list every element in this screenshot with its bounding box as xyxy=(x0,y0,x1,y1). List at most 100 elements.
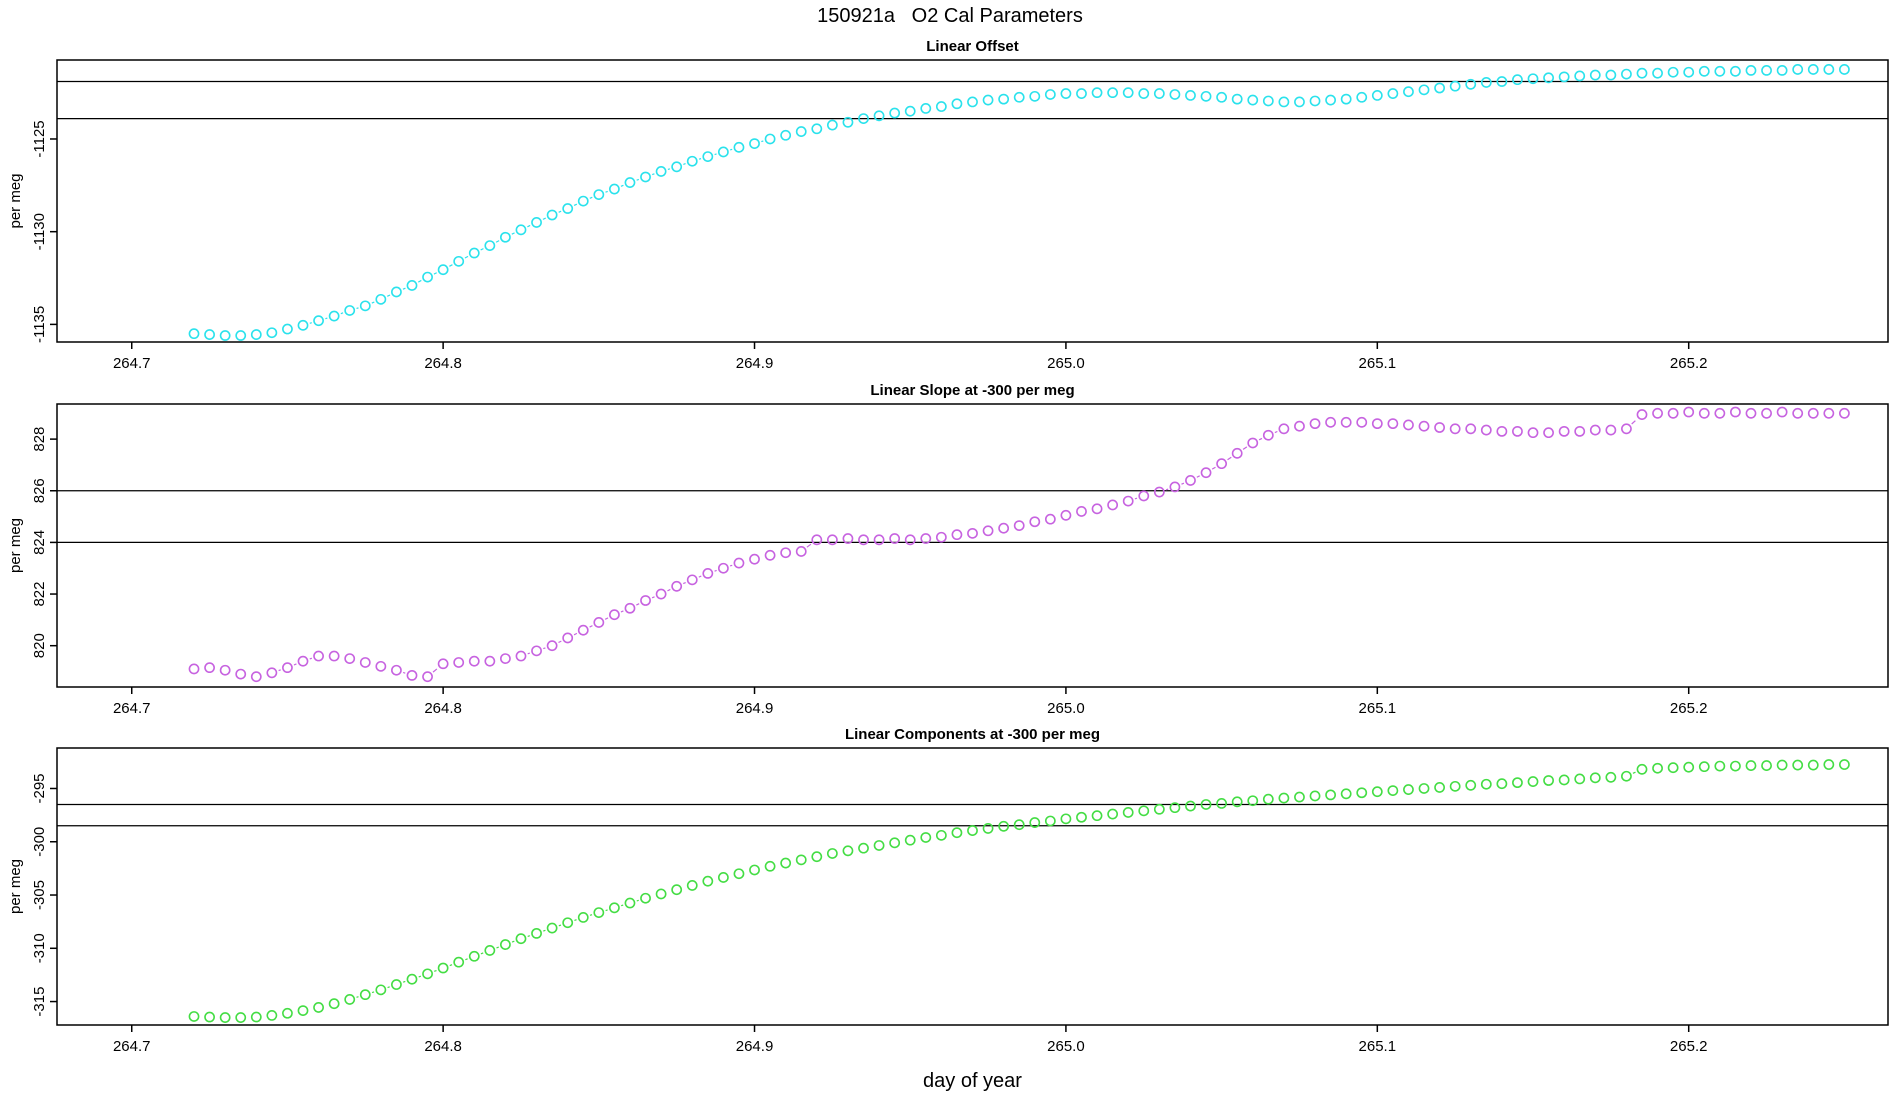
data-point xyxy=(282,1007,293,1019)
connector-dash xyxy=(496,946,499,949)
data-point xyxy=(951,529,963,541)
data-point xyxy=(1091,810,1103,822)
data-point xyxy=(1138,88,1150,99)
data-point xyxy=(282,323,293,335)
data-point xyxy=(1044,815,1056,827)
data-point xyxy=(546,922,558,934)
connector-dash xyxy=(387,986,390,989)
data-point xyxy=(1667,66,1679,78)
data-point xyxy=(1636,67,1648,79)
connector-dash xyxy=(1196,475,1200,478)
connector-dash xyxy=(418,975,422,978)
data-point xyxy=(531,645,542,657)
data-point xyxy=(842,116,854,128)
data-point xyxy=(546,640,558,652)
data-point xyxy=(1823,407,1835,419)
data-points xyxy=(188,64,1850,341)
data-point xyxy=(951,98,963,110)
connector-dash xyxy=(543,647,546,650)
data-point xyxy=(951,827,963,839)
connector-dash xyxy=(589,625,593,628)
data-point xyxy=(1449,423,1461,435)
data-point xyxy=(1403,86,1414,98)
main-title: 150921a O2 Cal Parameters xyxy=(817,5,1083,27)
data-point xyxy=(1543,775,1554,786)
connector-dash xyxy=(340,312,344,315)
data-point xyxy=(1761,760,1772,771)
data-point xyxy=(1605,69,1617,81)
data-point xyxy=(188,1011,200,1022)
data-point xyxy=(593,617,605,628)
data-point xyxy=(391,286,402,298)
connector-dash xyxy=(543,929,546,932)
connector-dash xyxy=(527,935,531,937)
data-point xyxy=(1200,467,1212,479)
data-point xyxy=(359,657,371,668)
data-point xyxy=(1247,437,1259,449)
data-point xyxy=(1107,499,1119,511)
y-tick-label: -295 xyxy=(31,773,48,803)
data-point xyxy=(328,310,340,322)
data-point xyxy=(313,315,324,327)
data-point xyxy=(671,161,683,173)
data-point xyxy=(1262,95,1274,107)
data-point xyxy=(344,305,356,316)
data-point xyxy=(1652,407,1663,419)
connector-dash xyxy=(698,575,702,578)
connector-dash xyxy=(1134,497,1138,500)
data-point xyxy=(593,189,605,201)
x-axis-label: day of year xyxy=(923,1070,1022,1092)
data-point xyxy=(1325,94,1337,106)
data-point xyxy=(920,832,932,843)
data-point xyxy=(1403,419,1414,431)
data-point xyxy=(624,897,636,909)
data-point xyxy=(1325,416,1337,428)
data-point xyxy=(204,662,215,674)
data-point xyxy=(1262,429,1274,441)
data-point xyxy=(1294,420,1305,432)
data-point xyxy=(1652,67,1663,79)
data-point xyxy=(998,522,1010,534)
data-point xyxy=(640,171,651,183)
data-point xyxy=(1418,84,1430,96)
data-point xyxy=(1652,762,1663,774)
data-point xyxy=(391,664,402,676)
data-point xyxy=(1745,407,1757,419)
data-point xyxy=(204,1011,215,1023)
data-point xyxy=(297,1005,309,1017)
connector-dash xyxy=(511,940,515,943)
data-point xyxy=(1278,423,1290,435)
data-point xyxy=(1792,407,1804,419)
panel-box xyxy=(56,59,1889,343)
data-point xyxy=(1278,792,1290,804)
data-point xyxy=(344,653,356,664)
connector-dash xyxy=(667,588,671,592)
data-point xyxy=(1683,406,1695,418)
data-point xyxy=(1091,87,1103,99)
connector-dash xyxy=(652,173,655,176)
connector-dash xyxy=(1242,446,1248,450)
data-point xyxy=(1029,516,1041,528)
connector-dash xyxy=(417,279,422,283)
data-point xyxy=(1465,423,1477,435)
connector-dash xyxy=(464,255,469,259)
connector-dash xyxy=(1227,456,1232,461)
y-tick-label: -315 xyxy=(31,987,48,1017)
data-point xyxy=(500,231,511,243)
data-point xyxy=(1667,762,1679,774)
data-point xyxy=(453,255,465,267)
data-point xyxy=(577,624,589,636)
data-point xyxy=(858,113,869,124)
connector-dash xyxy=(636,178,640,181)
data-point xyxy=(1122,495,1134,507)
data-point xyxy=(437,962,449,974)
panel-box xyxy=(56,747,1889,1026)
connector-dash xyxy=(402,980,406,983)
data-point xyxy=(219,330,231,341)
data-point xyxy=(1013,819,1025,831)
connector-dash xyxy=(1211,466,1216,470)
connector-dash xyxy=(1181,482,1185,485)
data-point xyxy=(873,840,885,851)
data-point xyxy=(982,94,994,106)
data-point xyxy=(359,989,371,1001)
